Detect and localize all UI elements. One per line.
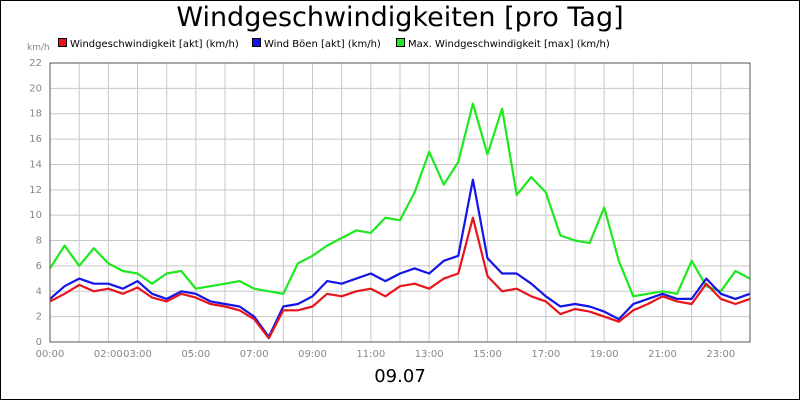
legend-item-gusts: Wind Böen [akt] (km/h) [252,38,381,50]
x-tick-label: 02:00 [94,349,123,360]
x-axis-ticks: 00:00 02:00 03:00 05:00 07:00 09:00 11:00 13:00… [36,349,736,360]
date-label: 09.07 [374,366,426,387]
y-tick-label: 8 [36,236,42,247]
y-tick-label: 14 [29,159,42,170]
y-tick-label: 12 [29,185,42,196]
x-tick-label: 09:00 [298,349,327,360]
plot-border [49,62,751,343]
x-tick-label: 11:00 [356,349,385,360]
x-tick-label: 23:00 [706,349,735,360]
y-tick-label: 22 [29,58,42,69]
x-tick-label: 21:00 [648,349,677,360]
y-tick-label: 4 [36,286,42,297]
chart-title: Windgeschwindigkeiten [pro Tag] [176,2,624,33]
x-tick-label: 19:00 [590,349,619,360]
y-tick-label: 18 [29,109,42,120]
y-tick-label: 20 [29,83,42,94]
y-tick-label: 16 [29,134,42,145]
series-line-2 [49,178,751,338]
legend-swatch-red [58,38,67,47]
x-tick-label: 17:00 [531,349,560,360]
x-tick-label: 05:00 [181,349,210,360]
legend-item-current-speed: Windgeschwindigkeit [akt] (km/h) [58,38,239,50]
legend-label-current-speed: Windgeschwindigkeit [akt] (km/h) [70,39,239,50]
legend-swatch-green [396,38,405,47]
series-line-3 [49,102,751,298]
x-tick-label: 13:00 [415,349,444,360]
legend-label-max-speed: Max. Windgeschwindigkeit [max] (km/h) [408,39,610,50]
series-lines [49,102,751,340]
y-tick-label: 10 [29,210,42,221]
legend-swatch-blue [252,38,261,47]
legend-label-gusts: Wind Böen [akt] (km/h) [264,39,381,50]
y-axis-unit-label: km/h [27,43,50,53]
y-tick-label: 2 [36,312,42,323]
x-tick-label: 03:00 [123,349,152,360]
x-tick-label: 07:00 [240,349,269,360]
y-tick-label: 6 [36,261,42,272]
legend-item-max-speed: Max. Windgeschwindigkeit [max] (km/h) [396,38,610,50]
y-axis-ticks: 0 2 4 6 8 10 12 14 16 18 20 22 [29,58,42,348]
series-line-1 [49,216,751,340]
x-tick-label: 00:00 [36,349,65,360]
x-tick-label: 15:00 [473,349,502,360]
y-tick-label: 0 [36,337,42,348]
